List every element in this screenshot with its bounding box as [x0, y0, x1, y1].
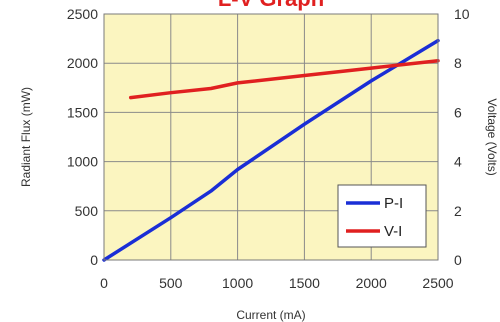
legend: P-I V-I	[338, 185, 426, 247]
y-tick-label: 1000	[67, 154, 98, 170]
y-tick-label: 0	[90, 252, 98, 268]
x-tick-label: 1500	[289, 275, 320, 291]
legend-box	[338, 185, 426, 247]
y-axis-title: Radiant Flux (mW)	[19, 87, 33, 187]
y-tick-label: 2000	[67, 55, 98, 71]
x-tick-label: 500	[159, 275, 183, 291]
y2-tick-label: 8	[454, 55, 462, 71]
legend-label: P-I	[384, 195, 403, 212]
y-tick-label: 500	[75, 203, 99, 219]
y2-axis-title: Voltage (Volts)	[485, 98, 499, 175]
y2-tick-label: 0	[454, 252, 462, 268]
y2-tick-label: 2	[454, 203, 462, 219]
x-tick-label: 0	[100, 275, 108, 291]
y2-tick-label: 10	[454, 6, 470, 22]
y-tick-label: 1500	[67, 104, 98, 120]
y2-tick-label: 6	[454, 104, 462, 120]
x-tick-label: 1000	[222, 275, 253, 291]
x-tick-label: 2500	[422, 275, 453, 291]
y-tick-label: 2500	[67, 6, 98, 22]
chart-title: L-V Graph	[218, 0, 324, 11]
x-tick-label: 2000	[356, 275, 387, 291]
legend-label: V-I	[384, 223, 402, 240]
y2-tick-label: 4	[454, 154, 462, 170]
x-axis-title: Current (mA)	[236, 308, 305, 322]
